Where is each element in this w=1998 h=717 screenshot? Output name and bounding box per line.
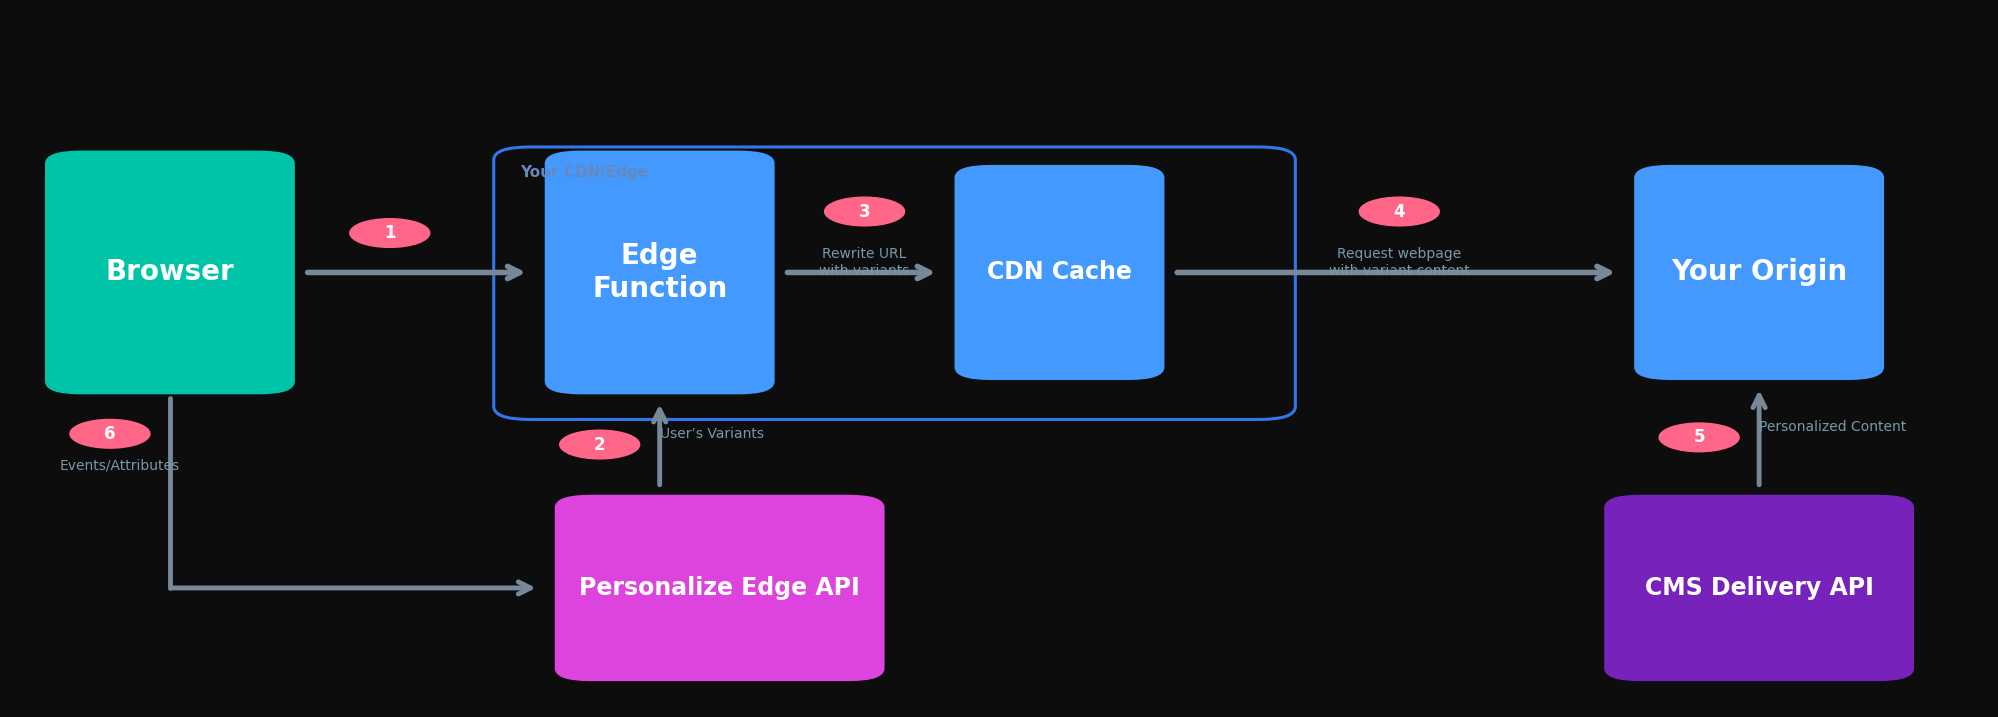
Text: Request webpage
with variant content: Request webpage with variant content: [1329, 247, 1469, 277]
Text: CMS Delivery API: CMS Delivery API: [1644, 576, 1872, 600]
Text: Personalize Edge API: Personalize Edge API: [579, 576, 859, 600]
Circle shape: [70, 419, 150, 448]
FancyBboxPatch shape: [46, 151, 296, 394]
Text: Personalized Content: Personalized Content: [1758, 419, 1906, 434]
Text: Edge
Function: Edge Function: [591, 242, 727, 303]
Text: 1: 1: [384, 224, 396, 242]
FancyBboxPatch shape: [543, 151, 775, 394]
FancyBboxPatch shape: [955, 165, 1163, 380]
Text: 6: 6: [104, 424, 116, 443]
Text: Your CDN/Edge: Your CDN/Edge: [519, 165, 647, 180]
Text: 2: 2: [593, 435, 605, 454]
Text: 4: 4: [1393, 202, 1405, 221]
FancyBboxPatch shape: [1602, 495, 1914, 681]
Text: Your Origin: Your Origin: [1670, 258, 1846, 287]
Text: Browser: Browser: [106, 258, 234, 287]
Text: 3: 3: [859, 202, 869, 221]
Text: User’s Variants: User’s Variants: [659, 427, 763, 441]
Circle shape: [1359, 197, 1439, 226]
Circle shape: [350, 219, 430, 247]
Circle shape: [559, 430, 639, 459]
FancyBboxPatch shape: [1634, 165, 1884, 380]
Circle shape: [1658, 423, 1738, 452]
Text: Events/Attributes: Events/Attributes: [60, 459, 180, 473]
Text: 5: 5: [1692, 428, 1704, 447]
Text: CDN Cache: CDN Cache: [987, 260, 1131, 285]
FancyBboxPatch shape: [553, 495, 883, 681]
Circle shape: [823, 197, 903, 226]
Text: Rewrite URL
with variants: Rewrite URL with variants: [819, 247, 909, 277]
